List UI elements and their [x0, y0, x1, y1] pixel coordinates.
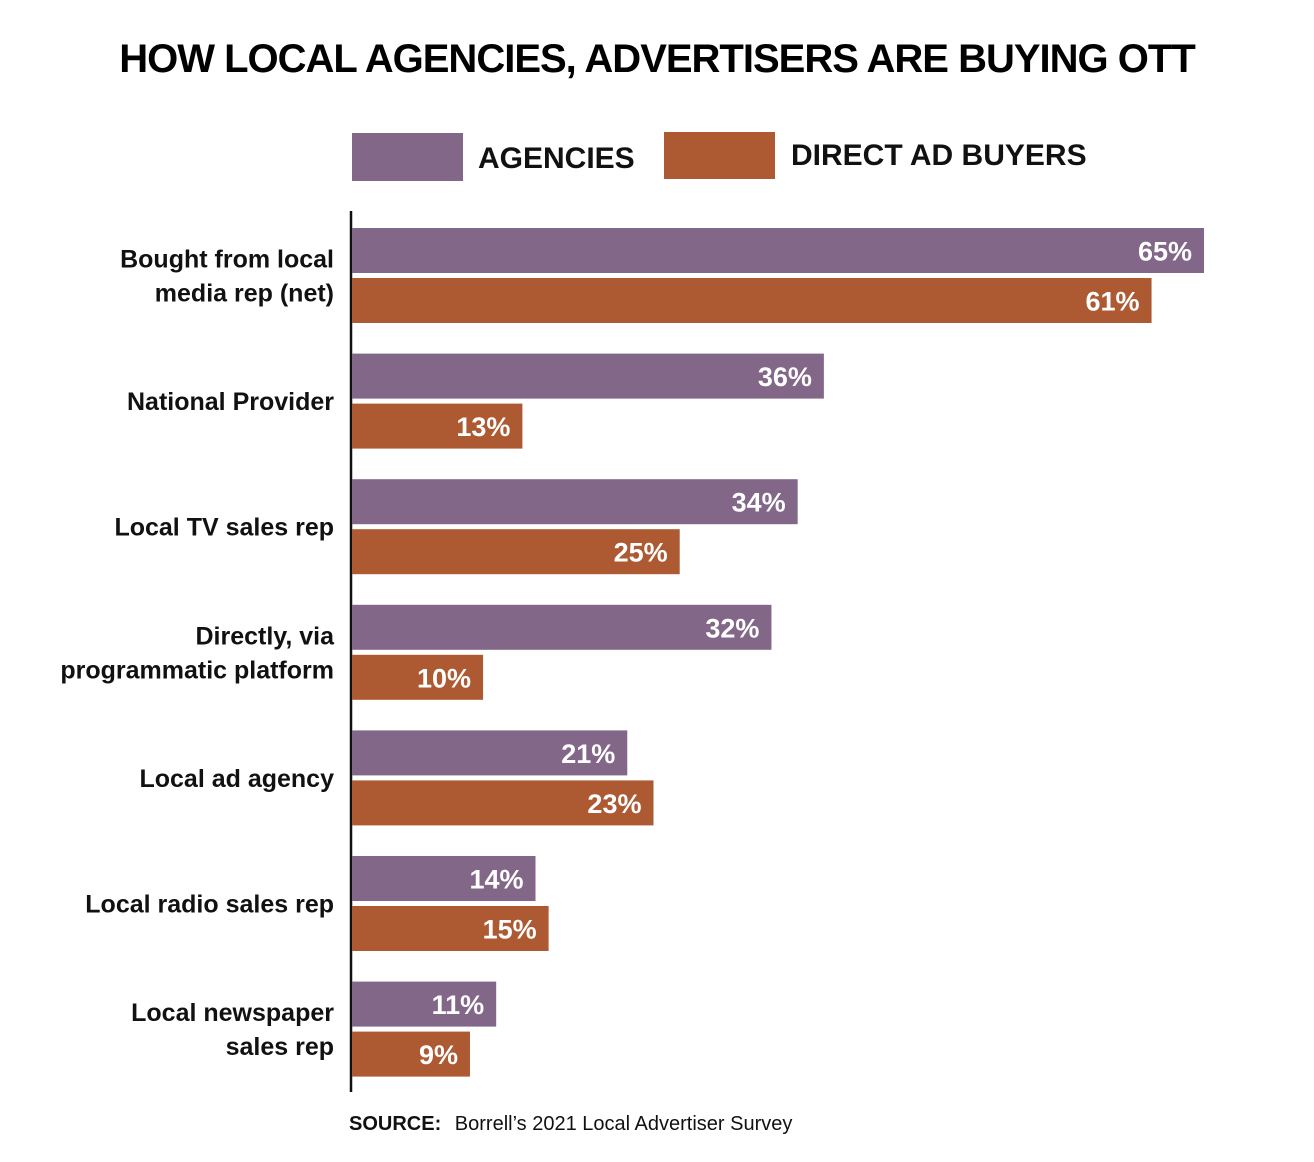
category-label: Local radio sales rep [85, 891, 334, 919]
bar-direct-ad-buyers [352, 529, 680, 575]
bar-direct-ad-buyers [352, 906, 549, 951]
chart-title: HOW LOCAL AGENCIES, ADVERTISERS ARE BUYI… [119, 37, 1195, 81]
category-label: Local ad agency [139, 765, 334, 793]
bars [352, 228, 1204, 1077]
legend: AGENCIES DIRECT AD BUYERS [352, 132, 1087, 181]
value-labels: 65% 61% 36% 13% 34% 25% 32% 10% 21% 23% 14% 15% 11% 9… [417, 237, 1192, 1071]
bar-agencies [352, 479, 798, 525]
data-label: 36% [758, 362, 812, 392]
legend-label-direct-ad-buyers: DIRECT AD BUYERS [791, 139, 1087, 172]
category-labels: Bought from local media rep (net) National… [60, 246, 335, 1062]
bar-agencies [352, 856, 536, 901]
category-label: Bought from local [120, 246, 334, 274]
data-label: 14% [469, 865, 523, 895]
data-label: 32% [705, 613, 759, 643]
category-label: sales rep [226, 1033, 334, 1061]
legend-label-agencies: AGENCIES [478, 142, 635, 175]
data-label: 25% [614, 538, 668, 568]
data-label: 21% [561, 739, 615, 769]
category-label: Local TV sales rep [114, 514, 334, 542]
bar-agencies [352, 353, 824, 399]
category-label: Directly, via [195, 622, 335, 650]
bar-direct-ad-buyers [352, 278, 1152, 323]
bar-agencies [352, 981, 497, 1027]
data-label: 9% [419, 1040, 458, 1070]
data-label: 23% [587, 789, 641, 819]
bar-agencies [352, 228, 1204, 273]
bar-direct-ad-buyers [352, 654, 484, 700]
data-label: 15% [483, 915, 537, 945]
source-text: Borrell’s 2021 Local Advertiser Survey [455, 1113, 793, 1135]
data-label: 61% [1086, 287, 1140, 317]
category-label: Local newspaper [131, 999, 334, 1027]
bar-direct-ad-buyers [352, 780, 654, 826]
category-label: National Provider [127, 388, 334, 416]
category-label: media rep (net) [155, 280, 334, 308]
data-label: 11% [432, 990, 485, 1020]
source-label: SOURCE: [349, 1113, 441, 1135]
data-label: 65% [1138, 237, 1192, 267]
bar-agencies [352, 730, 628, 776]
data-label: 13% [456, 412, 510, 442]
data-label: 10% [417, 663, 471, 693]
bar-direct-ad-buyers [352, 403, 523, 449]
data-label: 34% [732, 488, 786, 518]
legend-swatch-direct-ad-buyers [664, 132, 775, 179]
bar-agencies [352, 604, 772, 650]
legend-swatch-agencies [352, 133, 463, 181]
source-note: SOURCE: Borrell’s 2021 Local Advertiser … [349, 1113, 792, 1135]
bar-direct-ad-buyers [352, 1031, 470, 1077]
category-label: programmatic platform [60, 656, 334, 684]
